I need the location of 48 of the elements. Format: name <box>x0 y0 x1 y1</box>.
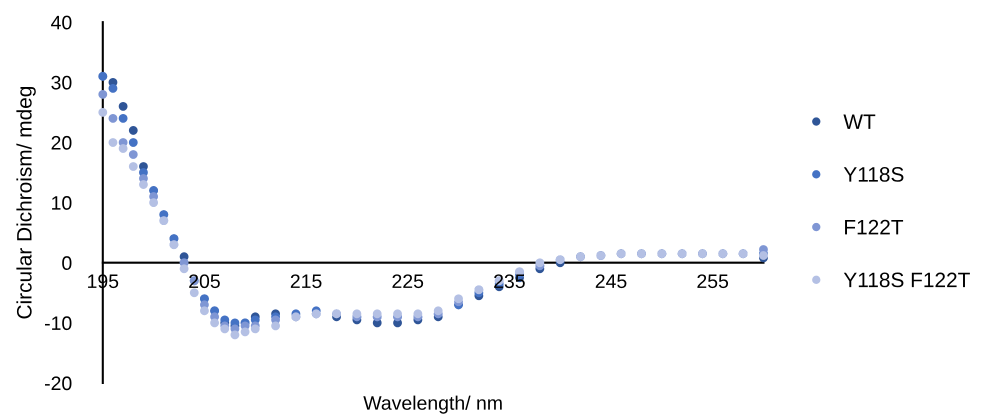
point <box>454 294 463 304</box>
point <box>98 108 108 117</box>
point <box>108 114 118 123</box>
point <box>413 309 422 318</box>
point <box>108 138 118 147</box>
point <box>200 306 209 316</box>
point <box>118 102 128 111</box>
point <box>250 324 260 334</box>
point <box>220 324 230 334</box>
y-tick-label: 20 <box>52 136 72 150</box>
y-tick-label: 30 <box>51 76 72 90</box>
x-tick-label: 225 <box>392 274 424 288</box>
x-tick-label: 205 <box>189 274 220 288</box>
point <box>271 321 280 330</box>
point <box>180 264 188 274</box>
x-tick-label: 255 <box>697 274 728 288</box>
point <box>240 327 250 336</box>
x-tick-label: 215 <box>290 274 322 288</box>
point <box>210 318 219 328</box>
legend-label: F122T <box>845 220 904 234</box>
point <box>98 90 108 99</box>
y-tick-label: -10 <box>45 316 72 330</box>
point <box>118 114 128 123</box>
point <box>434 306 443 316</box>
point <box>139 180 148 189</box>
y-tick-label: 40 <box>51 16 72 30</box>
y-tick-label: 0 <box>62 256 72 270</box>
point <box>108 84 118 93</box>
point <box>128 126 138 135</box>
point <box>118 144 128 153</box>
y-axis-title: Circular Dichroism/ mdeg <box>16 87 36 318</box>
x-tick-label: 245 <box>596 274 626 288</box>
point <box>230 330 240 340</box>
y-tick-label: -20 <box>45 376 72 390</box>
point <box>535 258 544 268</box>
y-tick-label: 10 <box>52 196 72 210</box>
point <box>149 198 158 207</box>
point <box>372 309 382 318</box>
legend-label: Y118S F122T <box>844 272 970 288</box>
point <box>128 162 138 171</box>
x-axis-title: Wavelength/ nm <box>363 396 502 414</box>
point <box>190 288 199 298</box>
legend-label: Y118S <box>844 167 904 182</box>
legend-label: WT <box>843 114 876 129</box>
point <box>352 309 362 318</box>
point <box>128 138 138 147</box>
point <box>128 150 138 159</box>
point <box>393 309 402 318</box>
